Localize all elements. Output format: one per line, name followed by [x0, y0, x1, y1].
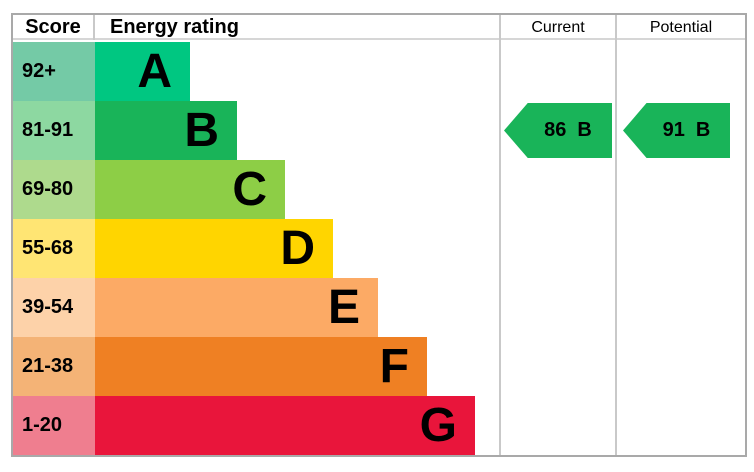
column-divider-potential — [615, 15, 617, 455]
rating-bands: 92+ A 81-91 B 69-80 C 55-68 — [13, 42, 499, 455]
score-cell-e: 39-54 — [13, 278, 95, 337]
header-potential: Potential — [649, 18, 713, 36]
rating-row-f: 21-38 F — [13, 337, 499, 396]
score-cell-b: 81-91 — [13, 101, 95, 160]
band-letter-f: F — [379, 339, 409, 393]
score-cell-f: 21-38 — [13, 337, 95, 396]
band-d: D — [95, 219, 333, 278]
current-rating-arrow: 86 B — [504, 103, 612, 158]
band-letter-c: C — [232, 162, 267, 216]
band-letter-a: A — [137, 44, 172, 98]
potential-score-value: 91 — [662, 119, 685, 141]
rating-row-e: 39-54 E — [13, 278, 499, 337]
chart-frame: Score Energy rating Current Potential 92… — [11, 13, 747, 457]
score-cell-a: 92+ — [13, 42, 95, 101]
band-letter-e: E — [327, 280, 360, 334]
rating-row-d: 55-68 D — [13, 219, 499, 278]
rating-row-b: 81-91 B — [13, 101, 499, 160]
column-divider-current — [499, 15, 501, 455]
chart-header-row: Score Energy rating — [13, 15, 745, 40]
current-rating-letter: B — [577, 119, 592, 141]
band-letter-b: B — [184, 103, 219, 157]
potential-rating-letter: B — [695, 119, 711, 141]
band-c: C — [95, 160, 285, 219]
band-f: F — [95, 337, 427, 396]
band-b: B — [95, 101, 237, 160]
band-e: E — [95, 278, 378, 337]
rating-row-g: 1-20 G — [13, 396, 499, 455]
band-letter-d: D — [280, 221, 315, 275]
band-g: G — [95, 396, 475, 455]
potential-rating-arrow: 91 B — [623, 103, 730, 158]
band-letter-g: G — [419, 398, 457, 452]
score-cell-g: 1-20 — [13, 396, 95, 455]
rating-row-c: 69-80 C — [13, 160, 499, 219]
header-score: Score — [13, 15, 95, 40]
rating-row-a: 92+ A — [13, 42, 499, 101]
score-cell-d: 55-68 — [13, 219, 95, 278]
band-a: A — [95, 42, 190, 101]
header-energy-rating: Energy rating — [110, 16, 239, 38]
header-current: Current — [531, 18, 585, 36]
current-score-value: 86 — [544, 119, 567, 141]
score-cell-c: 69-80 — [13, 160, 95, 219]
